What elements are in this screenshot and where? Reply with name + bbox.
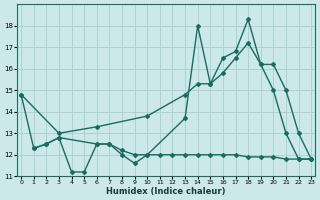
X-axis label: Humidex (Indice chaleur): Humidex (Indice chaleur) (107, 187, 226, 196)
